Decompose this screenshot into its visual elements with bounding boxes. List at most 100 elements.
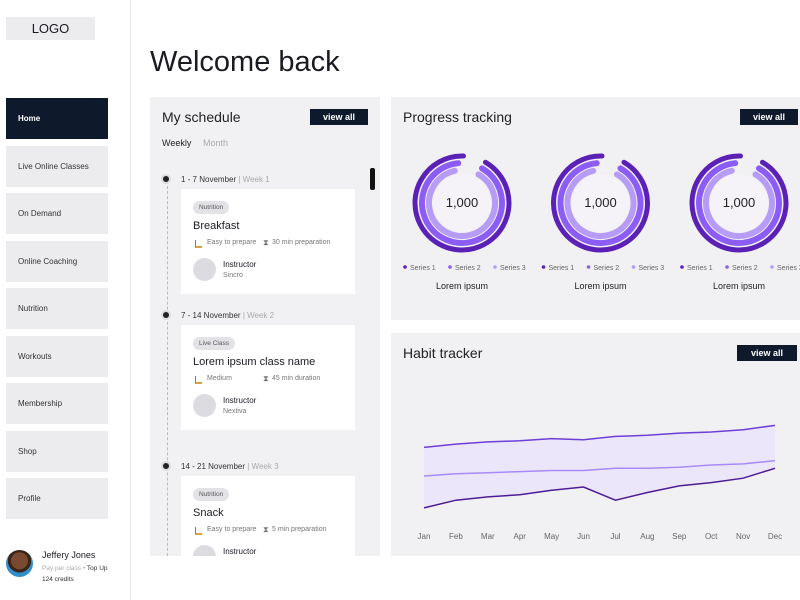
meta: Medium xyxy=(207,375,232,382)
credits: 124 credits xyxy=(42,576,74,583)
week-range: 7 - 14 November xyxy=(181,311,241,320)
x-tick-label: Jun xyxy=(577,532,590,541)
week-range: 1 - 7 November xyxy=(181,175,237,184)
card-title: Lorem ipsum class name xyxy=(193,356,316,368)
view-all-button[interactable]: view all xyxy=(310,109,368,125)
nav-item[interactable]: Shop xyxy=(6,430,108,472)
donut-center-label: 1,000 xyxy=(584,195,617,210)
panel-title: Habit tracker xyxy=(403,345,483,361)
donut-center-label: 1,000 xyxy=(723,195,756,210)
week-number: Week 2 xyxy=(247,311,275,320)
instructor-avatar xyxy=(193,258,216,281)
timeline-dot xyxy=(163,176,169,182)
donut-center xyxy=(433,174,491,232)
donut-arc xyxy=(703,167,775,239)
view-all-button[interactable]: view all xyxy=(737,345,797,361)
meta: Easy to prepare xyxy=(207,239,257,246)
nav-item[interactable]: Membership xyxy=(6,383,108,424)
week-range: 14 - 21 November xyxy=(181,462,246,471)
separator: | xyxy=(245,462,252,471)
hourglass-icon: ⧗ xyxy=(263,374,269,383)
x-tick-label: Mar xyxy=(481,532,495,541)
legend-dot xyxy=(541,265,546,269)
meta: 45 min duration xyxy=(272,375,321,382)
page-title: Welcome back xyxy=(150,46,340,78)
week-number: Week 1 xyxy=(242,175,270,184)
meta: 5 min preparation xyxy=(272,526,327,533)
nav-item[interactable]: Online Coaching xyxy=(6,240,108,282)
user-plan: Pay per class xyxy=(42,565,82,572)
legend-dot xyxy=(770,265,774,269)
panel-title: Progress tracking xyxy=(403,109,512,125)
timeline-dot xyxy=(163,463,169,469)
tag: Nutrition xyxy=(193,488,230,501)
tag: Nutrition xyxy=(193,201,230,214)
donut-center xyxy=(710,174,768,232)
donut-arc xyxy=(689,153,789,253)
legend-label: Series 3 xyxy=(500,265,526,272)
donut-arc xyxy=(412,153,512,253)
x-tick-label: Oct xyxy=(705,532,718,541)
view-all-button[interactable]: view all xyxy=(740,109,798,125)
meta-icon xyxy=(195,527,202,535)
schedule-card: Nutrition Breakfast Easy to prepare ⧗ 30 min… xyxy=(181,189,355,294)
x-tick-label: Aug xyxy=(640,532,654,541)
legend-label: Series 2 xyxy=(732,265,758,272)
week-header: 1 - 7 November | Week 1 xyxy=(181,175,270,184)
instructor-name: Nextiva xyxy=(223,408,247,415)
nav-item[interactable]: Home xyxy=(6,98,108,139)
legend-dot xyxy=(448,265,452,269)
donut-center-label: 1,000 xyxy=(446,195,479,210)
tab[interactable]: Weekly xyxy=(162,138,192,148)
x-tick-label: May xyxy=(544,532,559,541)
nav-item[interactable]: On Demand xyxy=(6,193,108,234)
donut-arc xyxy=(557,160,644,246)
user-plan-row: Pay per class • Top Up xyxy=(42,565,108,572)
meta-icon xyxy=(195,240,202,248)
donut-arc xyxy=(696,160,782,246)
separator: | xyxy=(236,175,243,184)
meta-icon xyxy=(195,376,202,384)
nav-item[interactable]: Profile xyxy=(6,478,108,519)
instructor-label: Instructor xyxy=(223,396,257,405)
week-header: 7 - 14 November | Week 2 xyxy=(181,311,274,320)
instructor-avatar xyxy=(193,545,216,556)
x-tick-label: Feb xyxy=(449,532,463,541)
x-tick-label: Jan xyxy=(418,532,431,541)
meta: Easy to prepare xyxy=(207,526,257,533)
x-tick-label: Nov xyxy=(736,532,750,541)
schedule-card: Live Class Lorem ipsum class name Medium ⧗ 4… xyxy=(181,325,355,430)
line xyxy=(423,424,776,449)
schedule-card: Nutrition Snack Easy to prepare ⧗ 5 min prep… xyxy=(181,476,355,556)
legend-label: Series 1 xyxy=(410,265,436,272)
donut-center xyxy=(571,174,630,232)
legend-label: Series 3 xyxy=(777,265,800,272)
nav-item[interactable]: Nutrition xyxy=(6,288,108,329)
x-tick-label: Sep xyxy=(672,532,687,541)
nav-item[interactable]: Workouts xyxy=(6,335,108,377)
top-up[interactable]: Top Up xyxy=(86,565,108,572)
schedule-panel: My schedule view all Weekly Month 1 - 7 Nove… xyxy=(150,97,380,556)
band-fill xyxy=(424,425,775,508)
x-tick-label: Jul xyxy=(610,532,620,541)
legend-label: Series 2 xyxy=(594,265,620,272)
legend-dot xyxy=(631,265,636,269)
user-name: Jeffery Jones xyxy=(42,550,96,560)
timeline xyxy=(167,181,168,556)
legend-label: Series 1 xyxy=(549,265,575,272)
separator: • xyxy=(81,565,87,572)
donut-charts: Series 1 Series 2 Series 3 1,000 Lorem ipsum… xyxy=(403,153,800,291)
tab[interactable]: Month xyxy=(203,138,229,148)
separator: | xyxy=(240,311,248,320)
timeline-dot xyxy=(163,312,169,318)
nav-item[interactable]: Live Online Classes xyxy=(6,145,108,187)
line-chart: Jan Feb Mar Apr May Jun Jul Aug Sep Oct Nov Dec xyxy=(418,424,782,541)
card-title: Snack xyxy=(193,507,224,519)
scrollbar-thumb xyxy=(370,168,375,190)
donut-arc xyxy=(419,160,505,246)
legend-label: Series 1 xyxy=(687,265,713,272)
card-title: Breakfast xyxy=(193,220,240,232)
instructor-name: Sincro xyxy=(223,272,243,279)
line xyxy=(423,467,776,509)
legend-label: Series 2 xyxy=(455,265,481,272)
